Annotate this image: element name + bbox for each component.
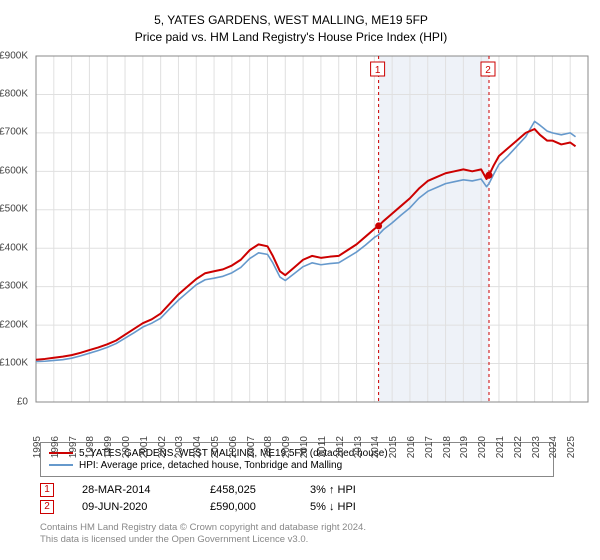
marker-date: 09-JUN-2020 [82,501,182,513]
x-tick-label: 2025 [566,436,577,458]
x-tick-label: 1995 [32,436,43,458]
x-tick-label: 1996 [50,436,61,458]
x-tick-label: 2022 [513,436,524,458]
y-tick-label: £200K [0,319,28,330]
marker-badge: 1 [40,483,54,497]
chart-title-line1: 5, YATES GARDENS, WEST MALLING, ME19 5FP [0,12,582,29]
x-tick-label: 2019 [459,436,470,458]
y-tick-label: £400K [0,242,28,253]
chart: 12 £0£100K£200K£300K£400K£500K£600K£700K… [32,52,592,432]
footnote: Contains HM Land Registry data © Crown c… [40,522,554,547]
x-tick-label: 2017 [424,436,435,458]
x-tick-label: 1998 [85,436,96,458]
x-tick-label: 2001 [139,436,150,458]
footnote-line: Contains HM Land Registry data © Crown c… [40,522,554,534]
x-tick-label: 2004 [192,436,203,458]
legend-row: HPI: Average price, detached house, Tonb… [49,460,545,471]
y-tick-label: £500K [0,204,28,215]
y-tick-label: £0 [17,396,28,407]
y-tick-label: £600K [0,165,28,176]
x-tick-label: 2018 [442,436,453,458]
x-tick-label: 2016 [406,436,417,458]
x-tick-label: 1999 [103,436,114,458]
marker-row: 2 09-JUN-2020 £590,000 5% ↓ HPI [40,500,554,514]
x-tick-label: 2015 [388,436,399,458]
y-tick-label: £700K [0,127,28,138]
marker-date: 28-MAR-2014 [82,484,182,496]
x-tick-label: 2013 [353,436,364,458]
x-tick-label: 2020 [477,436,488,458]
y-tick-label: £900K [0,50,28,61]
svg-text:2: 2 [485,65,491,76]
legend-label: HPI: Average price, detached house, Tonb… [79,460,342,471]
chart-title-line2: Price paid vs. HM Land Registry's House … [0,29,582,46]
x-tick-label: 2024 [548,436,559,458]
x-tick-label: 2008 [263,436,274,458]
x-tick-label: 2002 [157,436,168,458]
marker-price: £590,000 [210,501,282,513]
x-tick-label: 2009 [281,436,292,458]
x-tick-label: 2000 [121,436,132,458]
x-tick-label: 2003 [174,436,185,458]
marker-price: £458,025 [210,484,282,496]
x-tick-label: 2010 [299,436,310,458]
marker-table: 1 28-MAR-2014 £458,025 3% ↑ HPI 2 09-JUN… [40,483,554,514]
footnote-line: This data is licensed under the Open Gov… [40,534,554,546]
y-tick-label: £800K [0,89,28,100]
svg-text:1: 1 [375,65,381,76]
marker-badge: 2 [40,500,54,514]
x-tick-label: 2005 [210,436,221,458]
x-tick-label: 2006 [228,436,239,458]
chart-svg: 12 [32,52,592,432]
x-tick-label: 2012 [335,436,346,458]
x-tick-label: 2007 [246,436,257,458]
x-tick-label: 2014 [370,436,381,458]
x-tick-label: 2023 [531,436,542,458]
x-tick-label: 1997 [68,436,79,458]
legend-swatch [49,464,73,466]
y-tick-label: £300K [0,281,28,292]
marker-delta: 3% ↑ HPI [310,484,390,496]
y-tick-label: £100K [0,358,28,369]
x-tick-label: 2021 [495,436,506,458]
marker-delta: 5% ↓ HPI [310,501,390,513]
marker-row: 1 28-MAR-2014 £458,025 3% ↑ HPI [40,483,554,497]
x-tick-label: 2011 [317,436,328,458]
